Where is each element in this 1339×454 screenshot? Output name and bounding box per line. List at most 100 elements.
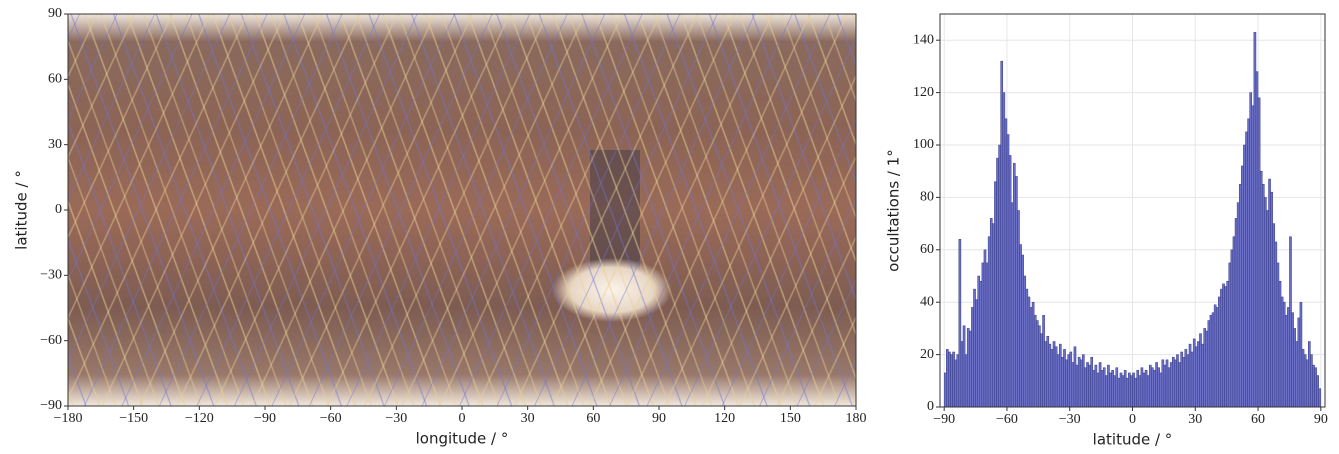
bar xyxy=(1184,349,1188,408)
bar xyxy=(1105,375,1108,408)
bar xyxy=(1253,32,1257,408)
bar xyxy=(1134,377,1137,408)
x-tick-label: 90 xyxy=(1314,412,1328,427)
bar xyxy=(1121,375,1125,408)
x-tick-label: 0 xyxy=(459,411,466,426)
bar xyxy=(1115,367,1119,408)
bar xyxy=(1128,372,1131,408)
y-tick-label: 20 xyxy=(920,347,934,362)
bar xyxy=(987,236,991,408)
bar xyxy=(1017,210,1020,408)
bar xyxy=(1278,280,1282,408)
bar xyxy=(1190,351,1194,408)
bar xyxy=(1259,170,1263,408)
bar xyxy=(1069,351,1073,408)
bar xyxy=(1098,362,1102,408)
bar xyxy=(1042,315,1045,408)
bar xyxy=(1084,367,1087,408)
x-axis-label: latitude / ° xyxy=(1093,431,1173,449)
bar xyxy=(1163,364,1167,408)
bar xyxy=(1172,356,1175,408)
bar xyxy=(1123,370,1127,408)
bar xyxy=(1188,343,1192,408)
bar xyxy=(1257,97,1261,408)
bar xyxy=(1215,307,1219,408)
bar xyxy=(1192,338,1196,408)
bar xyxy=(1199,333,1202,408)
bar xyxy=(1197,341,1200,408)
bar xyxy=(1144,370,1148,408)
bar xyxy=(958,239,962,408)
bar xyxy=(1094,364,1098,408)
bar xyxy=(1186,354,1190,408)
bar xyxy=(1222,283,1225,408)
bar xyxy=(1130,375,1133,408)
bar xyxy=(1102,367,1106,408)
bar xyxy=(1151,367,1154,408)
bar xyxy=(1243,144,1246,408)
x-tick-label: 60 xyxy=(586,411,600,426)
bar xyxy=(1004,118,1008,408)
x-axis-label: longitude / ° xyxy=(416,430,509,448)
bar xyxy=(1209,315,1213,408)
x-tick-label: 90 xyxy=(652,411,666,426)
bar xyxy=(1113,375,1117,408)
bar xyxy=(1025,288,1029,408)
x-tick-label: −30 xyxy=(385,411,407,426)
bar xyxy=(1289,236,1292,408)
bar xyxy=(1305,359,1309,408)
x-tick-label: −90 xyxy=(254,411,276,426)
bar xyxy=(966,328,970,408)
bar xyxy=(943,372,947,408)
bar xyxy=(1082,354,1085,408)
bar xyxy=(1090,356,1093,408)
bar xyxy=(1251,105,1255,408)
bar xyxy=(1002,92,1006,408)
bar xyxy=(1050,349,1054,408)
bar xyxy=(1165,359,1169,408)
bar xyxy=(979,280,983,408)
bar xyxy=(1142,372,1146,408)
bar xyxy=(1213,304,1217,408)
y-tick-label: 60 xyxy=(920,242,934,257)
bar xyxy=(1117,377,1121,408)
bar xyxy=(1174,359,1177,408)
bar xyxy=(1059,343,1062,408)
x-tick-label: −60 xyxy=(996,412,1018,427)
bar xyxy=(1096,372,1100,408)
bar xyxy=(1312,364,1315,408)
bar xyxy=(1071,362,1075,408)
bar xyxy=(969,330,972,408)
bar xyxy=(1284,315,1288,408)
bar xyxy=(1088,364,1091,408)
bar xyxy=(1036,320,1039,408)
y-tick-label: −30 xyxy=(40,268,62,283)
bar xyxy=(1291,312,1294,408)
bar xyxy=(992,223,995,408)
bar xyxy=(1224,286,1227,408)
x-tick-label: 30 xyxy=(1188,412,1202,427)
bar xyxy=(1232,236,1236,408)
bar xyxy=(952,351,955,408)
bar xyxy=(1247,118,1250,408)
x-tick-label: 0 xyxy=(1129,412,1136,427)
bar xyxy=(1241,165,1244,408)
y-tick-label: 100 xyxy=(913,137,934,152)
bar xyxy=(1155,362,1158,408)
bar xyxy=(1270,191,1273,408)
bar xyxy=(1077,356,1081,408)
y-tick-label: 40 xyxy=(920,294,934,309)
x-tick-label: 30 xyxy=(521,411,535,426)
bar xyxy=(1063,349,1066,408)
bar xyxy=(1086,362,1089,408)
y-tick-label: 30 xyxy=(48,137,62,152)
bar xyxy=(1075,364,1079,408)
bar xyxy=(1234,218,1238,408)
bar xyxy=(994,181,997,408)
bar xyxy=(1180,351,1183,408)
bar xyxy=(1310,354,1313,408)
bar xyxy=(1015,176,1018,408)
bar xyxy=(1261,184,1265,408)
bar xyxy=(1048,343,1052,408)
y-tick-label: 90 xyxy=(48,6,62,21)
